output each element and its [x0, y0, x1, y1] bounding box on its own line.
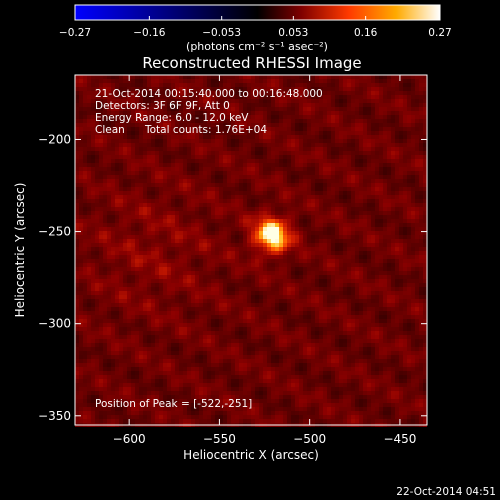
footer-timestamp: 22-Oct-2014 04:51	[396, 486, 496, 498]
chart-title: Reconstructed RHESSI Image	[142, 54, 361, 72]
x-axis-label: Heliocentric X (arcsec)	[183, 448, 319, 462]
colorbar: −0.27 −0.16 −0.053 0.053 0.16 0.27 (photons c…	[59, 4, 452, 53]
y-tick-label: −200	[38, 132, 71, 146]
colorbar-tick-label: 0.16	[354, 27, 378, 39]
colorbar-tick-label: −0.27	[59, 27, 91, 39]
annotation-peak-position: Position of Peak = [-522,-251]	[95, 398, 252, 410]
colorbar-ticks: −0.27 −0.16 −0.053 0.053 0.16 0.27	[59, 16, 452, 39]
colorbar-tick-label: 0.053	[278, 27, 308, 39]
colorbar-gradient	[74, 4, 441, 21]
heatmap-cells	[75, 75, 427, 427]
annotation-algorithm: Clean	[95, 124, 125, 136]
y-tick-label: −250	[38, 225, 71, 239]
annotation-energy: Energy Range: 6.0 - 12.0 keV	[95, 112, 249, 124]
annotation-detectors: Detectors: 3F 6F 9F, Att 0	[95, 100, 230, 112]
y-tick-label: −300	[38, 317, 71, 331]
plot-area: −600 −550 −500 −450 −200 −250 −300 −350	[38, 74, 428, 446]
x-tick-label: −500	[293, 432, 326, 446]
x-tick-label: −600	[113, 432, 146, 446]
plot-frame	[74, 74, 428, 426]
annotation-block: 21-Oct-2014 00:15:40.000 to 00:16:48.000…	[95, 88, 323, 410]
x-tick-label: −550	[203, 432, 236, 446]
annotation-time: 21-Oct-2014 00:15:40.000 to 00:16:48.000	[95, 88, 323, 100]
y-tick-label: −350	[38, 409, 71, 423]
colorbar-unit-label: (photons cm⁻² s⁻¹ asec⁻²)	[186, 40, 328, 53]
annotation-counts: Total counts: 1.76E+04	[144, 124, 267, 136]
colorbar-tick-label: −0.16	[133, 27, 165, 39]
colorbar-tick-label: 0.27	[428, 27, 451, 39]
y-axis-label: Heliocentric Y (arcsec)	[13, 183, 27, 318]
x-tick-label: −450	[383, 432, 416, 446]
axis-ticks: −600 −550 −500 −450 −200 −250 −300 −350	[38, 75, 427, 446]
colorbar-tick-label: −0.053	[202, 27, 241, 39]
